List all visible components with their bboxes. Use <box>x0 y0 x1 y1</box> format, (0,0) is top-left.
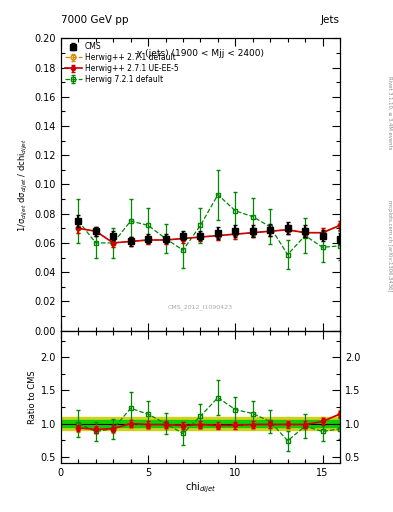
Text: CMS_2012_I1090423: CMS_2012_I1090423 <box>168 305 233 310</box>
Text: 7000 GeV pp: 7000 GeV pp <box>61 14 129 25</box>
Bar <box>61 417 340 430</box>
Y-axis label: 1/σ$_{dijet}$ dσ$_{dijet}$ / dchi$_{dijet}$: 1/σ$_{dijet}$ dσ$_{dijet}$ / dchi$_{dije… <box>17 137 30 231</box>
Y-axis label: Ratio to CMS: Ratio to CMS <box>28 370 37 424</box>
Text: Rivet 3.1.10, ≥ 3.4M events: Rivet 3.1.10, ≥ 3.4M events <box>387 76 392 150</box>
Legend: CMS, Herwig++ 2.7.1 default, Herwig++ 2.7.1 UE-EE-5, Herwig 7.2.1 default: CMS, Herwig++ 2.7.1 default, Herwig++ 2.… <box>63 40 180 86</box>
Text: χ (jets) (1900 < Mjj < 2400): χ (jets) (1900 < Mjj < 2400) <box>137 49 264 58</box>
Bar <box>61 420 340 427</box>
Text: Jets: Jets <box>321 14 340 25</box>
Text: mcplots.cern.ch [arXiv:1306.3436]: mcplots.cern.ch [arXiv:1306.3436] <box>387 200 392 291</box>
X-axis label: chi$_{dijet}$: chi$_{dijet}$ <box>185 481 216 496</box>
